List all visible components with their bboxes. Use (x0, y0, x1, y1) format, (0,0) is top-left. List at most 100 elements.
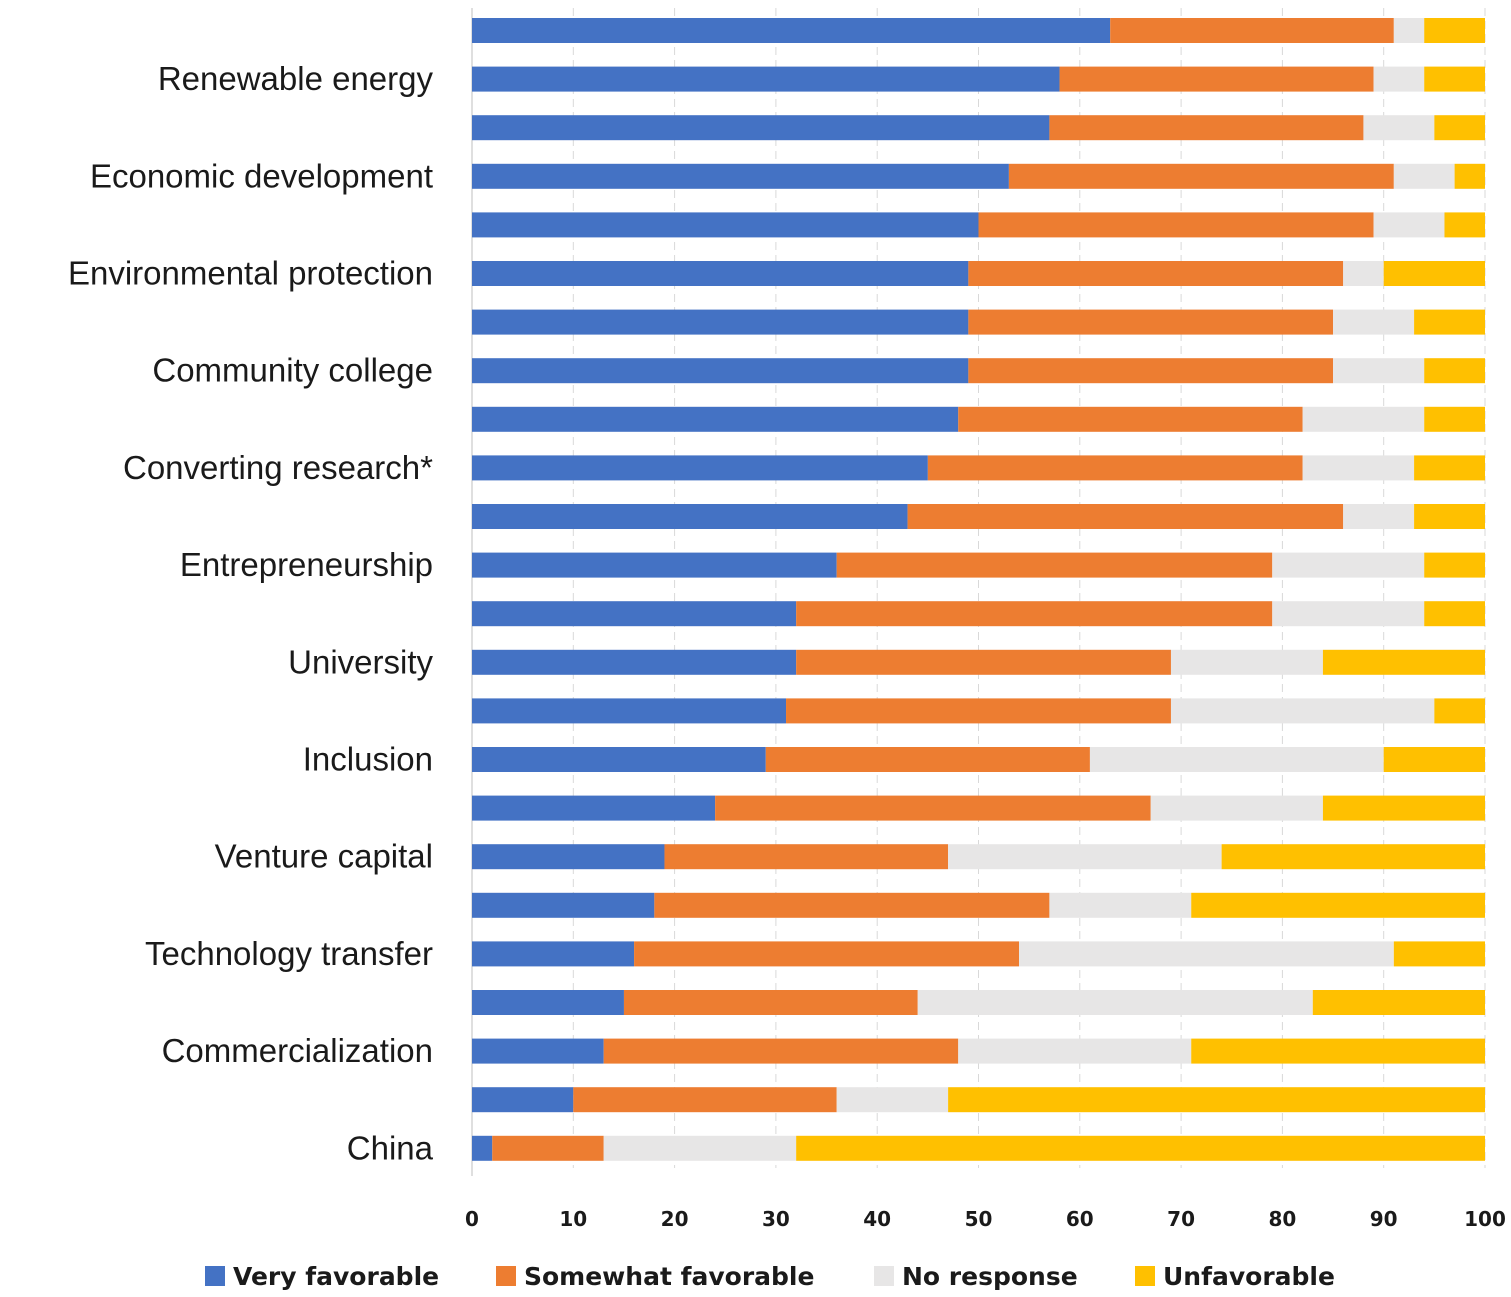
category-label-economic-development: Economic development (90, 157, 433, 194)
bar-very-favorable-row-16 (472, 747, 766, 772)
category-labels: Renewable energy Economic development Envi… (68, 60, 434, 1166)
category-label-china: China (347, 1129, 434, 1166)
bar-unfavorable-row-21 (1312, 990, 1485, 1015)
bar-no-response-row-5 (1373, 212, 1445, 238)
bar-unfavorable-row-3 (1434, 115, 1485, 141)
bar-no-response-row-24 (603, 1135, 797, 1161)
bar-somewhat-favorable-row-19 (654, 892, 1050, 918)
bar-somewhat-favorable-row-18 (664, 844, 949, 870)
bar-no-response-row-11 (1343, 504, 1415, 529)
bar-unfavorable-row-11 (1414, 504, 1485, 529)
bar-somewhat-favorable-row-2 (1059, 66, 1374, 92)
bar-somewhat-favorable-row-7 (968, 309, 1334, 335)
bar-no-response-row-12 (1272, 552, 1425, 578)
bar-somewhat-favorable-row-16 (765, 747, 1090, 772)
category-label-commercialization: Commercialization (162, 1032, 433, 1069)
bar-unfavorable-row-9 (1424, 406, 1485, 432)
legend-item-somewhat-favorable: Somewhat favorable (496, 1262, 814, 1291)
x-tick-label-80: 80 (1268, 1207, 1296, 1231)
bar-unfavorable-row-17 (1322, 795, 1485, 821)
category-label-venture-capital: Venture capital (215, 838, 433, 875)
category-label-environmental-protection: Environmental protection (68, 255, 433, 292)
bar-no-response-row-6 (1343, 261, 1384, 286)
bar-somewhat-favorable-row-1 (1110, 18, 1394, 43)
bar-very-favorable-row-10 (472, 455, 928, 481)
bar-no-response-row-8 (1333, 358, 1425, 384)
category-label-technology-transfer: Technology transfer (145, 935, 433, 972)
bar-unfavorable-row-24 (796, 1135, 1485, 1161)
bar-very-favorable-row-24 (472, 1135, 493, 1161)
bar-very-favorable-row-8 (472, 358, 969, 384)
legend: Very favorable Somewhat favorable No respo… (205, 1262, 1335, 1291)
bar-somewhat-favorable-row-8 (968, 358, 1334, 384)
x-tick-label-10: 10 (559, 1207, 587, 1231)
gridlines (471, 8, 1486, 1176)
legend-swatch-unfavorable (1135, 1266, 1155, 1286)
category-label-inclusion: Inclusion (303, 741, 433, 778)
bar-unfavorable-row-7 (1414, 309, 1485, 335)
bar-somewhat-favorable-row-13 (796, 601, 1273, 627)
bars (472, 18, 1485, 1161)
bar-unfavorable-row-12 (1424, 552, 1485, 578)
bar-no-response-row-13 (1272, 601, 1425, 627)
bar-no-response-row-4 (1393, 163, 1455, 189)
bar-somewhat-favorable-row-21 (623, 990, 918, 1015)
bar-somewhat-favorable-row-20 (634, 941, 1020, 967)
legend-item-unfavorable: Unfavorable (1135, 1262, 1335, 1291)
bar-unfavorable-row-20 (1393, 941, 1485, 967)
bar-somewhat-favorable-row-17 (715, 795, 1151, 821)
bar-unfavorable-row-13 (1424, 601, 1485, 627)
legend-swatch-somewhat-favorable (496, 1266, 516, 1286)
bar-unfavorable-row-16 (1383, 747, 1485, 772)
bar-no-response-row-19 (1049, 892, 1192, 918)
bar-very-favorable-row-4 (472, 163, 1009, 189)
bar-somewhat-favorable-row-14 (796, 649, 1171, 675)
bar-no-response-row-10 (1302, 455, 1415, 481)
bar-no-response-row-3 (1363, 115, 1435, 141)
bar-very-favorable-row-13 (472, 601, 797, 627)
bar-unfavorable-row-8 (1424, 358, 1485, 384)
legend-label-unfavorable: Unfavorable (1163, 1262, 1335, 1291)
bar-somewhat-favorable-row-10 (927, 455, 1303, 481)
bar-no-response-row-18 (948, 844, 1222, 870)
x-axis-ticks: 0 10 20 30 40 50 60 70 80 90 100 (465, 1207, 1506, 1231)
bar-somewhat-favorable-row-22 (603, 1038, 959, 1064)
category-label-entrepreneurship: Entrepreneurship (180, 546, 433, 583)
bar-very-favorable-row-22 (472, 1038, 604, 1064)
bar-unfavorable-row-23 (948, 1087, 1485, 1113)
bar-unfavorable-row-15 (1434, 698, 1485, 724)
bar-unfavorable-row-22 (1191, 1038, 1485, 1064)
bar-somewhat-favorable-row-12 (836, 552, 1273, 578)
bar-very-favorable-row-7 (472, 309, 969, 335)
x-tick-label-40: 40 (863, 1207, 891, 1231)
bar-very-favorable-row-20 (472, 941, 635, 967)
bar-somewhat-favorable-row-5 (978, 212, 1374, 238)
bar-somewhat-favorable-row-4 (1008, 163, 1394, 189)
bar-no-response-row-9 (1302, 406, 1425, 432)
legend-swatch-no-response (874, 1266, 894, 1286)
category-label-converting-research: Converting research* (123, 449, 433, 486)
bar-unfavorable-row-4 (1454, 163, 1485, 189)
bar-no-response-row-21 (917, 990, 1313, 1015)
bar-very-favorable-row-19 (472, 892, 655, 918)
bar-no-response-row-20 (1019, 941, 1394, 967)
x-tick-label-60: 60 (1066, 1207, 1094, 1231)
bar-no-response-row-1 (1393, 18, 1425, 43)
bar-unfavorable-row-1 (1424, 18, 1485, 43)
bar-somewhat-favorable-row-11 (907, 504, 1344, 529)
bar-no-response-row-23 (836, 1087, 949, 1113)
category-label-university: University (288, 643, 433, 680)
x-tick-label-20: 20 (661, 1207, 689, 1231)
x-tick-label-50: 50 (965, 1207, 993, 1231)
bar-unfavorable-row-5 (1444, 212, 1485, 238)
x-tick-label-90: 90 (1370, 1207, 1398, 1231)
bar-somewhat-favorable-row-23 (573, 1087, 837, 1113)
bar-unfavorable-row-19 (1191, 892, 1485, 918)
x-tick-label-70: 70 (1167, 1207, 1195, 1231)
bar-somewhat-favorable-row-3 (1049, 115, 1364, 141)
bar-very-favorable-row-1 (472, 18, 1111, 43)
legend-label-somewhat-favorable: Somewhat favorable (524, 1262, 814, 1291)
bar-very-favorable-row-23 (472, 1087, 574, 1113)
bar-no-response-row-2 (1373, 66, 1425, 92)
